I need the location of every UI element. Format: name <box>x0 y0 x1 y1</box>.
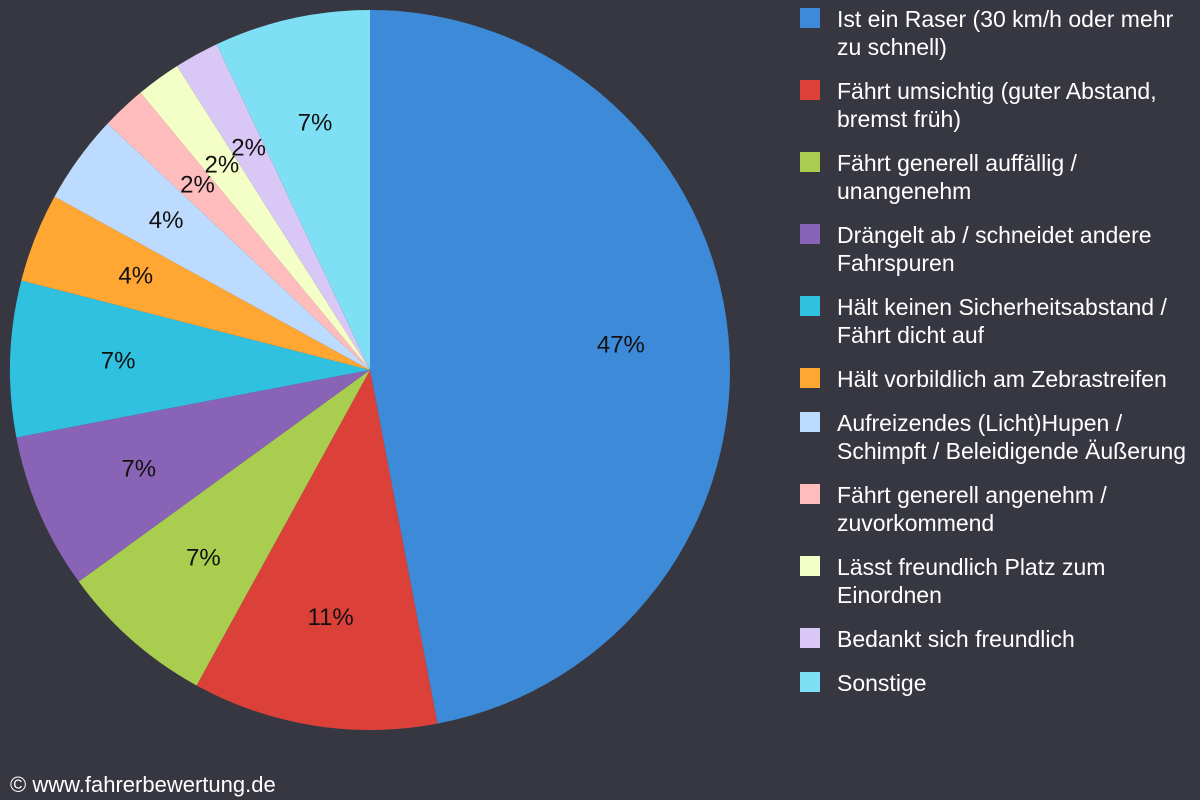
legend-label: Hält keinen Sicherheitsabstand / Fährt d… <box>837 294 1167 348</box>
legend-label: Sonstige <box>837 670 927 696</box>
legend-item: Fährt generell angenehm / zuvorkommend <box>800 481 1195 537</box>
legend-swatch <box>800 628 820 648</box>
data-label: 2% <box>205 151 240 178</box>
legend-swatch <box>800 296 820 316</box>
legend-item: Lässt freundlich Platz zum Einordnen <box>800 553 1195 609</box>
data-label: 7% <box>186 544 221 571</box>
legend-label: Fährt generell auffällig / unangenehm <box>837 150 1077 204</box>
legend-label: Aufreizendes (Licht)Hupen / Schimpft / B… <box>837 410 1187 464</box>
pie-slice <box>370 9 731 724</box>
legend-swatch <box>800 152 820 172</box>
data-label: 47% <box>597 332 645 359</box>
legend-item: Drängelt ab / schneidet andere Fahrspure… <box>800 221 1195 277</box>
legend-item: Hält keinen Sicherheitsabstand / Fährt d… <box>800 293 1195 349</box>
legend-label: Fährt umsichtig (guter Abstand, bremst f… <box>837 78 1157 132</box>
legend-item: Bedankt sich freundlich <box>800 625 1195 653</box>
legend-item: Fährt generell auffällig / unangenehm <box>800 149 1195 205</box>
legend-swatch <box>800 484 820 504</box>
pie-slice <box>177 44 370 370</box>
pie-slice <box>140 66 370 371</box>
legend-swatch <box>800 80 820 100</box>
data-label: 11% <box>307 604 353 631</box>
data-label: 4% <box>118 263 153 290</box>
legend-item: Fährt umsichtig (guter Abstand, bremst f… <box>800 77 1195 133</box>
legend-label: Hält vorbildlich am Zebrastreifen <box>837 366 1167 392</box>
legend-label: Ist ein Raser (30 km/h oder mehr zu schn… <box>837 6 1174 60</box>
legend-item: Hält vorbildlich am Zebrastreifen <box>800 365 1195 393</box>
pie-slice <box>107 92 371 370</box>
data-label: 7% <box>101 347 136 374</box>
legend-item: Ist ein Raser (30 km/h oder mehr zu schn… <box>800 5 1195 61</box>
source: © www.fahrerbewertung.de <box>10 772 276 797</box>
legend-label: Drängelt ab / schneidet andere Fahrspure… <box>837 222 1152 276</box>
legend-swatch <box>800 8 820 28</box>
legend-item: Aufreizendes (Licht)Hupen / Schimpft / B… <box>800 409 1195 465</box>
pie-slice <box>21 196 371 370</box>
legend-swatch <box>800 412 820 432</box>
pie-slice <box>216 10 370 370</box>
pie-slice <box>54 123 370 370</box>
data-label: 4% <box>149 207 184 234</box>
chart: 47%11%7%7%7%4%4%2%2%2%7% <box>9 9 731 730</box>
legend-label: Lässt freundlich Platz zum Einordnen <box>837 554 1106 608</box>
legend-swatch <box>800 224 820 244</box>
pie-slice <box>196 370 438 730</box>
data-label: 7% <box>298 109 333 136</box>
pie-slice <box>9 280 371 438</box>
data-label: 7% <box>121 455 156 482</box>
legend: Ist ein Raser (30 km/h oder mehr zu schn… <box>800 5 1195 713</box>
legend-label: Bedankt sich freundlich <box>837 626 1075 652</box>
legend-label: Fährt generell angenehm / zuvorkommend <box>837 482 1107 536</box>
legend-item: Sonstige <box>800 669 1195 697</box>
legend-swatch <box>800 368 820 388</box>
pie-slice <box>16 370 371 582</box>
pie-slice <box>78 370 371 686</box>
legend-swatch <box>800 556 820 576</box>
data-label: 2% <box>180 172 215 199</box>
data-label: 2% <box>231 135 266 162</box>
legend-swatch <box>800 672 820 692</box>
